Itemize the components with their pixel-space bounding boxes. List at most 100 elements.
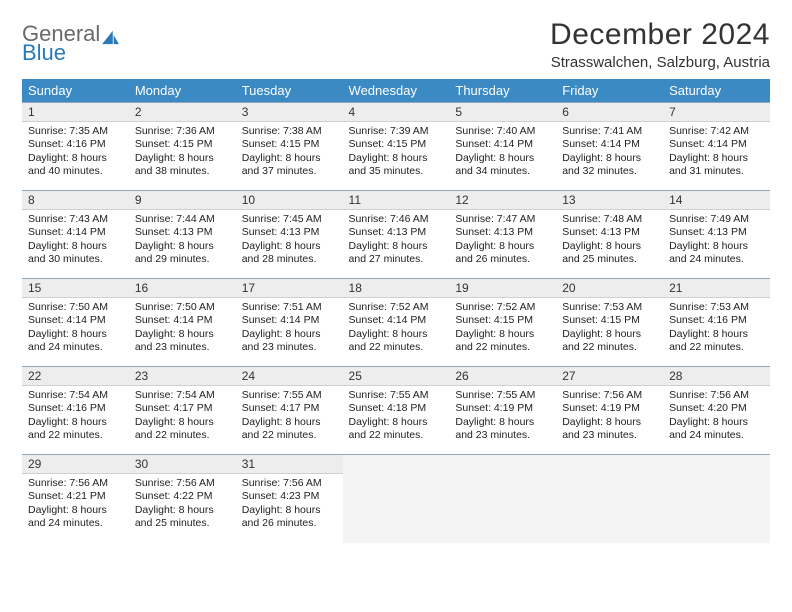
calendar-body: 1Sunrise: 7:35 AMSunset: 4:16 PMDaylight…: [22, 103, 770, 543]
day-content: Sunrise: 7:44 AMSunset: 4:13 PMDaylight:…: [129, 210, 236, 269]
day-number: 28: [663, 367, 770, 386]
calendar-row: 1Sunrise: 7:35 AMSunset: 4:16 PMDaylight…: [22, 103, 770, 191]
day-number: 5: [449, 103, 556, 122]
calendar-cell: 13Sunrise: 7:48 AMSunset: 4:13 PMDayligh…: [556, 191, 663, 279]
sunset-line: Sunset: 4:14 PM: [28, 314, 123, 327]
sunrise-line: Sunrise: 7:42 AM: [669, 125, 764, 138]
sunset-line: Sunset: 4:13 PM: [669, 226, 764, 239]
calendar-cell: 29Sunrise: 7:56 AMSunset: 4:21 PMDayligh…: [22, 455, 129, 543]
day-content: Sunrise: 7:47 AMSunset: 4:13 PMDaylight:…: [449, 210, 556, 269]
sunrise-line: Sunrise: 7:56 AM: [242, 477, 337, 490]
daylight-line: Daylight: 8 hours and 26 minutes.: [455, 240, 550, 267]
sunrise-line: Sunrise: 7:47 AM: [455, 213, 550, 226]
day-content: Sunrise: 7:52 AMSunset: 4:15 PMDaylight:…: [449, 298, 556, 357]
day-number: 24: [236, 367, 343, 386]
sunset-line: Sunset: 4:18 PM: [349, 402, 444, 415]
calendar-cell: 3Sunrise: 7:38 AMSunset: 4:15 PMDaylight…: [236, 103, 343, 191]
day-number: 11: [343, 191, 450, 210]
sunset-line: Sunset: 4:14 PM: [669, 138, 764, 151]
calendar-cell: 4Sunrise: 7:39 AMSunset: 4:15 PMDaylight…: [343, 103, 450, 191]
sunset-line: Sunset: 4:16 PM: [669, 314, 764, 327]
day-number: 19: [449, 279, 556, 298]
daylight-line: Daylight: 8 hours and 32 minutes.: [562, 152, 657, 179]
calendar-table: SundayMondayTuesdayWednesdayThursdayFrid…: [22, 79, 770, 543]
day-number: 27: [556, 367, 663, 386]
day-content: Sunrise: 7:42 AMSunset: 4:14 PMDaylight:…: [663, 122, 770, 181]
sunset-line: Sunset: 4:23 PM: [242, 490, 337, 503]
weekday-friday: Friday: [556, 79, 663, 103]
sunset-line: Sunset: 4:15 PM: [455, 314, 550, 327]
calendar-cell: 25Sunrise: 7:55 AMSunset: 4:18 PMDayligh…: [343, 367, 450, 455]
daylight-line: Daylight: 8 hours and 34 minutes.: [455, 152, 550, 179]
weekday-thursday: Thursday: [449, 79, 556, 103]
calendar-cell: 18Sunrise: 7:52 AMSunset: 4:14 PMDayligh…: [343, 279, 450, 367]
calendar-cell: 21Sunrise: 7:53 AMSunset: 4:16 PMDayligh…: [663, 279, 770, 367]
month-title: December 2024: [550, 18, 770, 52]
sunset-line: Sunset: 4:20 PM: [669, 402, 764, 415]
sunrise-line: Sunrise: 7:54 AM: [28, 389, 123, 402]
sunrise-line: Sunrise: 7:56 AM: [28, 477, 123, 490]
day-content: Sunrise: 7:56 AMSunset: 4:23 PMDaylight:…: [236, 474, 343, 533]
daylight-line: Daylight: 8 hours and 23 minutes.: [455, 416, 550, 443]
day-number: 21: [663, 279, 770, 298]
calendar-cell: 8Sunrise: 7:43 AMSunset: 4:14 PMDaylight…: [22, 191, 129, 279]
sunset-line: Sunset: 4:15 PM: [562, 314, 657, 327]
day-number: 31: [236, 455, 343, 474]
sunrise-line: Sunrise: 7:36 AM: [135, 125, 230, 138]
day-number: 7: [663, 103, 770, 122]
daylight-line: Daylight: 8 hours and 40 minutes.: [28, 152, 123, 179]
daylight-line: Daylight: 8 hours and 28 minutes.: [242, 240, 337, 267]
day-number: 13: [556, 191, 663, 210]
sunset-line: Sunset: 4:14 PM: [242, 314, 337, 327]
day-content: Sunrise: 7:54 AMSunset: 4:17 PMDaylight:…: [129, 386, 236, 445]
sunset-line: Sunset: 4:15 PM: [349, 138, 444, 151]
day-content: Sunrise: 7:55 AMSunset: 4:17 PMDaylight:…: [236, 386, 343, 445]
daylight-line: Daylight: 8 hours and 22 minutes.: [669, 328, 764, 355]
weekday-header-row: SundayMondayTuesdayWednesdayThursdayFrid…: [22, 79, 770, 103]
day-number: 9: [129, 191, 236, 210]
calendar-cell: 30Sunrise: 7:56 AMSunset: 4:22 PMDayligh…: [129, 455, 236, 543]
weekday-wednesday: Wednesday: [343, 79, 450, 103]
calendar-cell: 7Sunrise: 7:42 AMSunset: 4:14 PMDaylight…: [663, 103, 770, 191]
location: Strasswalchen, Salzburg, Austria: [550, 54, 770, 71]
weekday-sunday: Sunday: [22, 79, 129, 103]
daylight-line: Daylight: 8 hours and 24 minutes.: [28, 328, 123, 355]
day-number: 22: [22, 367, 129, 386]
sunset-line: Sunset: 4:15 PM: [242, 138, 337, 151]
calendar-cell: [663, 455, 770, 543]
daylight-line: Daylight: 8 hours and 24 minutes.: [28, 504, 123, 531]
calendar-cell: 5Sunrise: 7:40 AMSunset: 4:14 PMDaylight…: [449, 103, 556, 191]
daylight-line: Daylight: 8 hours and 22 minutes.: [349, 328, 444, 355]
day-number: 30: [129, 455, 236, 474]
logo-text-2: Blue: [22, 43, 121, 64]
sunset-line: Sunset: 4:17 PM: [242, 402, 337, 415]
day-number: 18: [343, 279, 450, 298]
day-number: 8: [22, 191, 129, 210]
logo: GeneralBlue: [22, 18, 121, 64]
day-number: 25: [343, 367, 450, 386]
day-content: Sunrise: 7:56 AMSunset: 4:21 PMDaylight:…: [22, 474, 129, 533]
daylight-line: Daylight: 8 hours and 23 minutes.: [242, 328, 337, 355]
day-content: Sunrise: 7:50 AMSunset: 4:14 PMDaylight:…: [129, 298, 236, 357]
day-number: 16: [129, 279, 236, 298]
sunrise-line: Sunrise: 7:55 AM: [349, 389, 444, 402]
sunrise-line: Sunrise: 7:43 AM: [28, 213, 123, 226]
calendar-cell: 9Sunrise: 7:44 AMSunset: 4:13 PMDaylight…: [129, 191, 236, 279]
calendar-cell: 22Sunrise: 7:54 AMSunset: 4:16 PMDayligh…: [22, 367, 129, 455]
sunrise-line: Sunrise: 7:41 AM: [562, 125, 657, 138]
sunrise-line: Sunrise: 7:50 AM: [28, 301, 123, 314]
day-content: Sunrise: 7:39 AMSunset: 4:15 PMDaylight:…: [343, 122, 450, 181]
sunset-line: Sunset: 4:13 PM: [562, 226, 657, 239]
weekday-monday: Monday: [129, 79, 236, 103]
daylight-line: Daylight: 8 hours and 22 minutes.: [242, 416, 337, 443]
sunrise-line: Sunrise: 7:35 AM: [28, 125, 123, 138]
daylight-line: Daylight: 8 hours and 22 minutes.: [28, 416, 123, 443]
calendar-cell: 24Sunrise: 7:55 AMSunset: 4:17 PMDayligh…: [236, 367, 343, 455]
day-number: 3: [236, 103, 343, 122]
calendar-cell: 23Sunrise: 7:54 AMSunset: 4:17 PMDayligh…: [129, 367, 236, 455]
daylight-line: Daylight: 8 hours and 24 minutes.: [669, 416, 764, 443]
day-content: Sunrise: 7:41 AMSunset: 4:14 PMDaylight:…: [556, 122, 663, 181]
day-content: Sunrise: 7:56 AMSunset: 4:19 PMDaylight:…: [556, 386, 663, 445]
sunrise-line: Sunrise: 7:50 AM: [135, 301, 230, 314]
day-content: Sunrise: 7:51 AMSunset: 4:14 PMDaylight:…: [236, 298, 343, 357]
